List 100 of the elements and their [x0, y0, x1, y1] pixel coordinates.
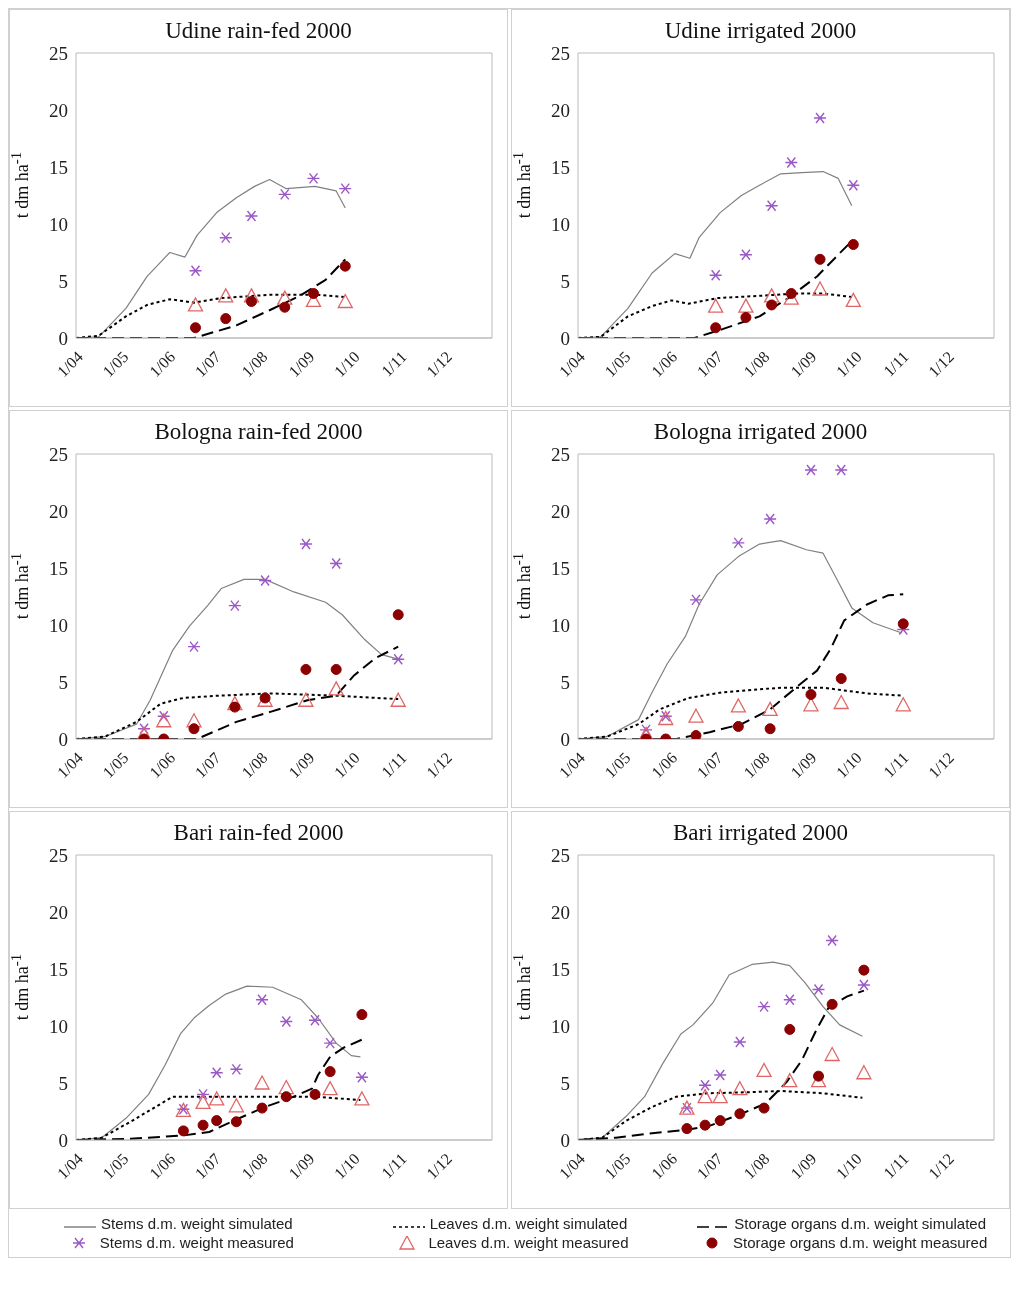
- x-tick-label: 1/10: [330, 348, 363, 381]
- x-tick-label: 1/08: [238, 749, 271, 782]
- x-tick-label: 1/05: [601, 1150, 634, 1183]
- x-tick-label: 1/12: [423, 348, 456, 381]
- x-tick-label: 1/05: [99, 348, 132, 381]
- x-tick-label: 1/07: [191, 749, 224, 782]
- y-tick-label: 20: [49, 99, 68, 121]
- y-tick-label: 20: [551, 99, 570, 121]
- y-tick-label: 0: [58, 327, 68, 349]
- x-tick-label: 1/06: [648, 749, 681, 782]
- y-tick-label: 25: [49, 443, 68, 465]
- chart-title: Udine rain-fed 2000: [164, 18, 353, 44]
- x-tick-label: 1/06: [648, 1150, 681, 1183]
- x-tick-label: 1/11: [378, 749, 410, 781]
- x-tick-label: 1/09: [787, 348, 820, 381]
- y-tick-label: 0: [58, 728, 68, 750]
- legend-label: Stems d.m. weight measured: [99, 1234, 294, 1251]
- x-tick-label: 1/11: [378, 1150, 410, 1182]
- x-tick-label: 1/12: [423, 1150, 456, 1183]
- y-tick-label: 0: [560, 1129, 570, 1151]
- y-tick-label: 5: [58, 1072, 68, 1094]
- y-tick-label: 15: [551, 958, 570, 980]
- legend-label: Leaves d.m. weight measured: [428, 1234, 629, 1251]
- x-tick-label: 1/08: [740, 749, 773, 782]
- x-tick-label: 1/07: [693, 749, 726, 782]
- legend-label: Storage organs d.m. weight measured: [733, 1234, 988, 1251]
- legend-label: Stems d.m. weight simulated: [100, 1215, 293, 1232]
- x-tick-label: 1/10: [330, 1150, 363, 1183]
- chart-title: Bologna rain-fed 2000: [153, 419, 364, 445]
- legend-label: Storage organs d.m. weight simulated: [734, 1215, 987, 1232]
- y-tick-label: 0: [58, 1129, 68, 1151]
- y-tick-label: 10: [551, 213, 570, 235]
- x-tick-label: 1/09: [285, 348, 318, 381]
- y-tick-label: 0: [560, 327, 570, 349]
- y-tick-label: 10: [551, 1015, 570, 1037]
- x-tick-label: 1/10: [832, 1150, 865, 1183]
- y-tick-label: 5: [560, 1072, 570, 1094]
- x-tick-label: 1/08: [740, 1150, 773, 1183]
- x-tick-label: 1/07: [191, 348, 224, 381]
- y-tick-label: 10: [49, 614, 68, 636]
- x-tick-label: 1/12: [423, 749, 456, 782]
- y-tick-label: 20: [551, 500, 570, 522]
- y-tick-label: 15: [551, 156, 570, 178]
- y-tick-label: 10: [551, 614, 570, 636]
- y-tick-label: 25: [49, 844, 68, 866]
- x-tick-label: 1/06: [146, 749, 179, 782]
- y-tick-label: 15: [551, 557, 570, 579]
- y-tick-label: 25: [551, 844, 570, 866]
- x-tick-label: 1/07: [191, 1150, 224, 1183]
- x-tick-label: 1/09: [787, 749, 820, 782]
- x-tick-label: 1/10: [330, 749, 363, 782]
- y-tick-label: 15: [49, 958, 68, 980]
- chart-title: Udine irrigated 2000: [663, 18, 858, 44]
- x-tick-label: 1/07: [693, 348, 726, 381]
- x-tick-label: 1/12: [925, 749, 958, 782]
- y-tick-label: 15: [49, 557, 68, 579]
- x-tick-label: 1/04: [555, 348, 589, 381]
- x-tick-label: 1/06: [648, 348, 681, 381]
- chart-title: Bari irrigated 2000: [672, 820, 849, 846]
- x-tick-label: 1/04: [555, 1150, 589, 1183]
- x-tick-label: 1/04: [555, 749, 589, 782]
- x-tick-label: 1/04: [53, 749, 87, 782]
- chart-title: Bari rain-fed 2000: [172, 820, 345, 846]
- x-tick-label: 1/12: [925, 1150, 958, 1183]
- y-tick-label: 15: [49, 156, 68, 178]
- x-tick-label: 1/04: [53, 348, 87, 381]
- y-tick-label: 25: [49, 42, 68, 64]
- x-tick-label: 1/08: [238, 1150, 271, 1183]
- x-tick-label: 1/04: [53, 1150, 87, 1183]
- x-tick-label: 1/06: [146, 348, 179, 381]
- y-tick-label: 20: [49, 901, 68, 923]
- x-tick-label: 1/10: [832, 749, 865, 782]
- y-tick-label: 10: [49, 213, 68, 235]
- legend-label: Leaves d.m. weight simulated: [429, 1215, 628, 1232]
- x-tick-label: 1/09: [285, 749, 318, 782]
- y-tick-label: 20: [551, 901, 570, 923]
- x-tick-label: 1/10: [832, 348, 865, 381]
- y-tick-label: 5: [58, 270, 68, 292]
- y-tick-label: 5: [560, 270, 570, 292]
- x-tick-label: 1/09: [787, 1150, 820, 1183]
- x-tick-label: 1/05: [99, 749, 132, 782]
- x-tick-label: 1/05: [601, 749, 634, 782]
- x-tick-label: 1/11: [880, 348, 912, 380]
- y-tick-label: 25: [551, 443, 570, 465]
- x-tick-label: 1/08: [740, 348, 773, 381]
- y-tick-label: 5: [58, 671, 68, 693]
- y-tick-label: 10: [49, 1015, 68, 1037]
- x-tick-label: 1/11: [378, 348, 410, 380]
- x-tick-label: 1/06: [146, 1150, 179, 1183]
- x-tick-label: 1/11: [880, 1150, 912, 1182]
- x-tick-label: 1/12: [925, 348, 958, 381]
- x-tick-label: 1/11: [880, 749, 912, 781]
- chart-title: Bologna irrigated 2000: [652, 419, 869, 445]
- y-tick-label: 20: [49, 500, 68, 522]
- x-tick-label: 1/09: [285, 1150, 318, 1183]
- y-tick-label: 25: [551, 42, 570, 64]
- x-tick-label: 1/08: [238, 348, 271, 381]
- y-tick-label: 0: [560, 728, 570, 750]
- x-tick-label: 1/05: [99, 1150, 132, 1183]
- x-tick-label: 1/05: [601, 348, 634, 381]
